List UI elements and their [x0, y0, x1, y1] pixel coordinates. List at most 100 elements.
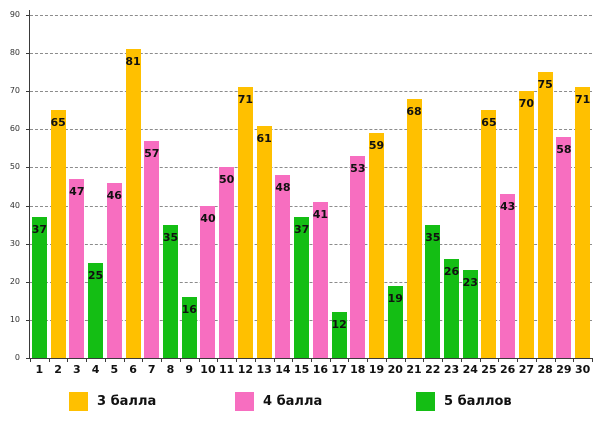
bar-11[interactable]: 50 — [219, 167, 234, 358]
bar-16[interactable]: 41 — [313, 201, 328, 358]
bar-13[interactable]: 61 — [257, 125, 272, 358]
bar-29[interactable]: 58 — [556, 136, 572, 358]
bar-12[interactable]: 71 — [238, 87, 253, 358]
x-tick-label-7: 7 — [147, 363, 156, 376]
y-tick-mark-10 — [26, 319, 30, 321]
bar-28[interactable]: 75 — [538, 72, 553, 358]
x-tick-mark-4 — [104, 358, 106, 362]
x-tick-label-12: 12 — [237, 363, 254, 376]
x-tick-label-24: 24 — [462, 363, 478, 376]
bar-21[interactable]: 68 — [406, 98, 422, 358]
x-tick-mark-21 — [423, 358, 425, 362]
bar-25[interactable]: 65 — [481, 110, 497, 358]
y-tick-mark-50 — [26, 167, 30, 169]
x-tick-mark-8 — [179, 358, 181, 362]
bar-value-label-16: 41 — [312, 207, 329, 221]
bar-24[interactable]: 23 — [463, 270, 478, 358]
bar-30[interactable]: 71 — [575, 87, 590, 358]
bar-value-label-29: 58 — [556, 142, 572, 156]
bar-22[interactable]: 35 — [425, 224, 440, 358]
y-tick-label-80: 80 — [9, 48, 20, 58]
gridline-70 — [30, 91, 592, 93]
bar-2[interactable]: 65 — [50, 110, 66, 358]
gridline-60 — [30, 129, 592, 131]
x-tick-label-3: 3 — [72, 363, 81, 376]
bar-value-label-22: 35 — [425, 230, 441, 244]
x-tick-label-29: 29 — [556, 363, 572, 376]
legend-item-1: 3 балла — [69, 392, 156, 411]
x-tick-label-30: 30 — [574, 363, 591, 376]
y-tick-mark-30 — [26, 243, 30, 245]
y-tick-mark-40 — [26, 205, 30, 207]
bar-27[interactable]: 70 — [519, 91, 534, 358]
x-tick-label-16: 16 — [312, 363, 329, 376]
bar-value-label-9: 16 — [181, 303, 197, 317]
bar-9[interactable]: 16 — [182, 297, 197, 358]
bar-17[interactable]: 12 — [331, 312, 347, 358]
legend-item-3: 5 баллов — [416, 392, 512, 411]
bar-4[interactable]: 25 — [88, 262, 103, 358]
gridline-30 — [30, 243, 592, 245]
x-tick-label-20: 20 — [387, 363, 403, 376]
x-tick-mark-27 — [535, 358, 537, 362]
bar-5[interactable]: 46 — [107, 182, 122, 358]
bar-14[interactable]: 48 — [275, 175, 291, 358]
gridline-20 — [30, 281, 592, 283]
bar-19[interactable]: 59 — [369, 133, 384, 358]
legend: 3 балла 4 балла 5 баллов — [0, 392, 600, 418]
x-tick-mark-24 — [479, 358, 481, 362]
bar-value-label-10: 40 — [200, 211, 216, 225]
bar-value-label-13: 61 — [256, 131, 272, 145]
bar-value-label-12: 71 — [237, 93, 254, 107]
x-tick-label-13: 13 — [256, 363, 272, 376]
legend-swatch-3 — [416, 392, 435, 411]
bar-23[interactable]: 26 — [444, 258, 459, 358]
bar-value-label-26: 43 — [500, 200, 516, 214]
bar-value-label-1: 37 — [31, 223, 48, 236]
bar-8[interactable]: 35 — [163, 224, 178, 358]
x-tick-mark-0 — [30, 358, 31, 362]
x-tick-mark-18 — [367, 358, 369, 362]
y-axis-labels: 0 10 20 30 40 50 60 70 80 90 — [0, 0, 24, 427]
y-tick-label-40: 40 — [9, 200, 20, 210]
gridline-50 — [30, 167, 592, 169]
bar-value-label-21: 68 — [406, 104, 422, 118]
x-tick-mark-5 — [123, 358, 125, 362]
bar-value-label-23: 26 — [443, 264, 460, 278]
bar-value-label-25: 65 — [481, 116, 497, 130]
bar-value-label-4: 25 — [87, 268, 104, 282]
bar-18[interactable]: 53 — [350, 156, 365, 358]
x-tick-mark-19 — [385, 358, 387, 362]
x-tick-label-27: 27 — [518, 363, 535, 376]
y-tick-mark-0 — [26, 358, 30, 359]
bar-value-label-27: 70 — [518, 97, 535, 111]
legend-label-1: 3 балла — [97, 394, 157, 409]
x-tick-mark-6 — [142, 358, 144, 362]
x-tick-mark-11 — [236, 358, 238, 362]
bar-value-label-7: 57 — [144, 146, 160, 160]
bar-10[interactable]: 40 — [200, 205, 216, 358]
bar-20[interactable]: 19 — [388, 285, 403, 358]
x-tick-label-22: 22 — [425, 363, 441, 376]
bar-3[interactable]: 47 — [69, 178, 84, 358]
y-tick-label-50: 50 — [9, 162, 20, 172]
bar-value-label-14: 48 — [275, 181, 291, 195]
x-tick-mark-29 — [573, 358, 575, 362]
x-tick-mark-14 — [292, 358, 294, 362]
bar-7[interactable]: 57 — [144, 140, 159, 358]
y-tick-label-20: 20 — [9, 276, 20, 286]
x-tick-mark-9 — [198, 358, 200, 362]
x-tick-mark-12 — [254, 358, 256, 362]
bar-26[interactable]: 43 — [500, 194, 515, 358]
bar-15[interactable]: 37 — [294, 217, 309, 358]
x-tick-label-26: 26 — [500, 363, 516, 376]
x-tick-label-23: 23 — [443, 363, 460, 376]
x-tick-mark-16 — [329, 358, 331, 362]
x-tick-mark-2 — [67, 358, 69, 362]
bar-value-label-24: 23 — [462, 276, 478, 290]
bar-6[interactable]: 81 — [125, 49, 141, 358]
bar-value-label-8: 35 — [162, 230, 179, 244]
y-tick-label-90: 90 — [9, 10, 20, 19]
bar-1[interactable]: 37 — [32, 217, 47, 358]
